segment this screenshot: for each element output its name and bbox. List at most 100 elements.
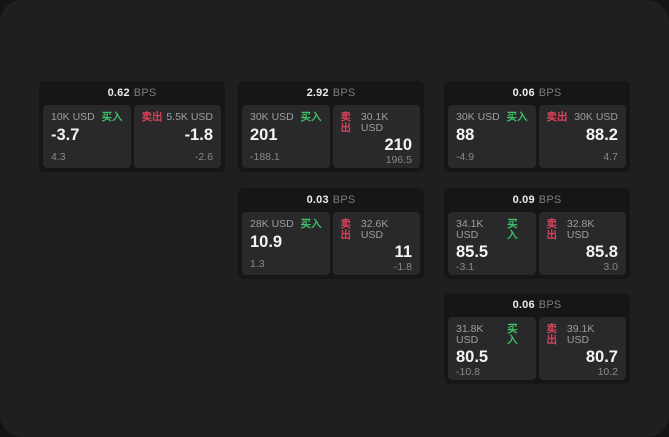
buy-price: -3.7 xyxy=(51,125,80,144)
sell-price: 11 xyxy=(394,243,412,261)
sell-side-label: 卖出 xyxy=(546,111,568,123)
card-header: 0.09 BPS xyxy=(444,188,630,212)
card-header: 0.06 BPS xyxy=(444,293,630,317)
sell-amount: 32.6K USD xyxy=(360,218,389,241)
buy-side-label: 买入 xyxy=(300,111,322,123)
card-body: 28K USD 买入 10.9 1.3 卖出 32.6K USD 11 -1.8 xyxy=(238,212,424,275)
buy-amount: 34.1K USD xyxy=(456,218,484,241)
bps-value: 0.03 xyxy=(306,194,329,206)
sell-quote-panel[interactable]: 卖出 39.1K USD 80.7 10.2 xyxy=(538,317,626,380)
buy-quote-panel[interactable]: 31.8K USD 买入 80.5 -10.8 xyxy=(448,317,536,380)
buy-quote-panel[interactable]: 30K USD 买入 88 -4.9 xyxy=(448,105,536,168)
buy-sub-value: -3.1 xyxy=(456,260,475,273)
bps-unit-label: BPS xyxy=(332,194,356,206)
buy-panel-top-row: 28K USD 买入 xyxy=(250,219,322,230)
buy-quote-panel[interactable]: 28K USD 买入 10.9 1.3 xyxy=(242,212,330,275)
card-body: 31.8K USD 买入 80.5 -10.8 卖出 39.1K USD 80.… xyxy=(444,317,630,380)
sell-panel-top-row: 卖出 30K USD xyxy=(547,112,619,123)
sell-panel-top-row: 卖出 39.1K USD xyxy=(547,324,619,345)
buy-sub-value: 4.3 xyxy=(51,150,66,163)
sell-side-label: 卖出 xyxy=(340,111,352,134)
sell-panel-top-row: 卖出 30.1K USD xyxy=(341,112,413,133)
sell-panel-top-row: 卖出 5.5K USD xyxy=(142,112,214,123)
sell-side-label: 卖出 xyxy=(141,111,163,123)
bps-unit-label: BPS xyxy=(538,299,562,311)
bps-unit-label: BPS xyxy=(133,87,157,99)
sell-sub-value: 196.5 xyxy=(385,153,412,166)
card-header: 0.03 BPS xyxy=(238,188,424,212)
card-body: 30K USD 买入 201 -188.1 卖出 30.1K USD 210 1… xyxy=(238,105,424,168)
bps-unit-label: BPS xyxy=(332,87,356,99)
bps-value: 0.06 xyxy=(512,299,535,311)
sell-price: 88.2 xyxy=(585,125,618,144)
sell-quote-panel[interactable]: 卖出 30.1K USD 210 196.5 xyxy=(332,105,420,168)
card-body: 10K USD 买入 -3.7 4.3 卖出 5.5K USD -1.8 -2.… xyxy=(39,105,225,168)
buy-price: 201 xyxy=(250,125,278,144)
buy-panel-top-row: 30K USD 买入 xyxy=(250,112,322,123)
sell-quote-panel[interactable]: 卖出 5.5K USD -1.8 -2.6 xyxy=(133,105,221,168)
sell-amount: 5.5K USD xyxy=(166,111,213,123)
quote-card: 0.09 BPS 34.1K USD 买入 85.5 -3.1 卖出 32.8K… xyxy=(444,188,630,279)
sell-sub-value: -1.8 xyxy=(393,260,412,273)
sell-side-label: 卖出 xyxy=(546,218,558,241)
bps-value: 0.62 xyxy=(107,87,130,99)
sell-quote-panel[interactable]: 卖出 32.8K USD 85.8 3.0 xyxy=(538,212,626,275)
sell-sub-value: 10.2 xyxy=(597,365,618,378)
buy-amount: 10K USD xyxy=(51,111,95,123)
quote-card: 0.03 BPS 28K USD 买入 10.9 1.3 卖出 32.6K US… xyxy=(238,188,424,279)
sell-panel-top-row: 卖出 32.8K USD xyxy=(547,219,619,240)
buy-panel-top-row: 31.8K USD 买入 xyxy=(456,324,528,345)
quote-card: 2.92 BPS 30K USD 买入 201 -188.1 卖出 30.1K … xyxy=(238,81,424,172)
sell-quote-panel[interactable]: 卖出 30K USD 88.2 4.7 xyxy=(538,105,626,168)
sell-panel-top-row: 卖出 32.6K USD xyxy=(341,219,413,240)
buy-quote-panel[interactable]: 10K USD 买入 -3.7 4.3 xyxy=(43,105,131,168)
card-header: 0.06 BPS xyxy=(444,81,630,105)
buy-side-label: 买入 xyxy=(300,218,322,230)
sell-side-label: 卖出 xyxy=(546,323,558,346)
sell-price: 80.7 xyxy=(585,348,618,366)
sell-amount: 32.8K USD xyxy=(566,218,595,241)
buy-side-label: 买入 xyxy=(101,111,123,123)
bps-value: 0.06 xyxy=(512,87,535,99)
buy-amount: 28K USD xyxy=(250,218,294,230)
sell-quote-panel[interactable]: 卖出 32.6K USD 11 -1.8 xyxy=(332,212,420,275)
sell-amount: 30.1K USD xyxy=(360,111,389,134)
card-header: 0.62 BPS xyxy=(39,81,225,105)
bps-value: 0.09 xyxy=(512,194,535,206)
buy-sub-value: -10.8 xyxy=(456,365,480,378)
buy-quote-panel[interactable]: 30K USD 买入 201 -188.1 xyxy=(242,105,330,168)
sell-side-label: 卖出 xyxy=(340,218,352,241)
buy-amount: 31.8K USD xyxy=(456,323,484,346)
sell-amount: 30K USD xyxy=(574,111,618,123)
quote-card: 0.62 BPS 10K USD 买入 -3.7 4.3 卖出 5.5K USD… xyxy=(39,81,225,172)
sell-sub-value: -2.6 xyxy=(194,150,213,163)
quote-card: 0.06 BPS 31.8K USD 买入 80.5 -10.8 卖出 39.1… xyxy=(444,293,630,384)
bps-unit-label: BPS xyxy=(538,194,562,206)
buy-panel-top-row: 10K USD 买入 xyxy=(51,112,123,123)
quote-card: 0.06 BPS 30K USD 买入 88 -4.9 卖出 30K USD 8… xyxy=(444,81,630,172)
buy-sub-value: -4.9 xyxy=(456,150,475,163)
sell-price: 85.8 xyxy=(585,243,618,261)
buy-price: 88 xyxy=(456,125,475,144)
sell-sub-value: 3.0 xyxy=(603,260,618,273)
sell-amount: 39.1K USD xyxy=(566,323,595,346)
buy-quote-panel[interactable]: 34.1K USD 买入 85.5 -3.1 xyxy=(448,212,536,275)
sell-sub-value: 4.7 xyxy=(603,150,618,163)
buy-sub-value: 1.3 xyxy=(250,257,265,270)
buy-price: 85.5 xyxy=(456,243,489,261)
sell-price: -1.8 xyxy=(184,125,213,144)
buy-price: 80.5 xyxy=(456,348,489,366)
buy-amount: 30K USD xyxy=(250,111,294,123)
buy-side-label: 买入 xyxy=(507,218,518,241)
sell-price: 210 xyxy=(384,136,412,154)
card-header: 2.92 BPS xyxy=(238,81,424,105)
buy-panel-top-row: 34.1K USD 买入 xyxy=(456,219,528,240)
bps-unit-label: BPS xyxy=(538,87,562,99)
buy-price: 10.9 xyxy=(250,232,283,251)
buy-side-label: 买入 xyxy=(506,111,528,123)
bps-value: 2.92 xyxy=(306,87,329,99)
buy-amount: 30K USD xyxy=(456,111,500,123)
buy-sub-value: -188.1 xyxy=(250,150,280,163)
card-body: 34.1K USD 买入 85.5 -3.1 卖出 32.8K USD 85.8… xyxy=(444,212,630,275)
